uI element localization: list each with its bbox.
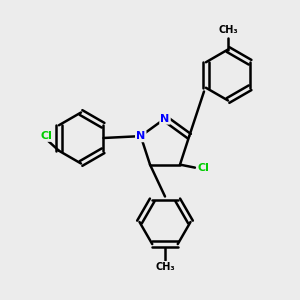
Text: Cl: Cl <box>41 131 53 141</box>
Text: N: N <box>160 113 169 124</box>
Text: CH₃: CH₃ <box>218 25 238 35</box>
Text: CH₃: CH₃ <box>155 262 175 272</box>
Text: Cl: Cl <box>197 163 209 172</box>
Text: N: N <box>136 131 146 141</box>
